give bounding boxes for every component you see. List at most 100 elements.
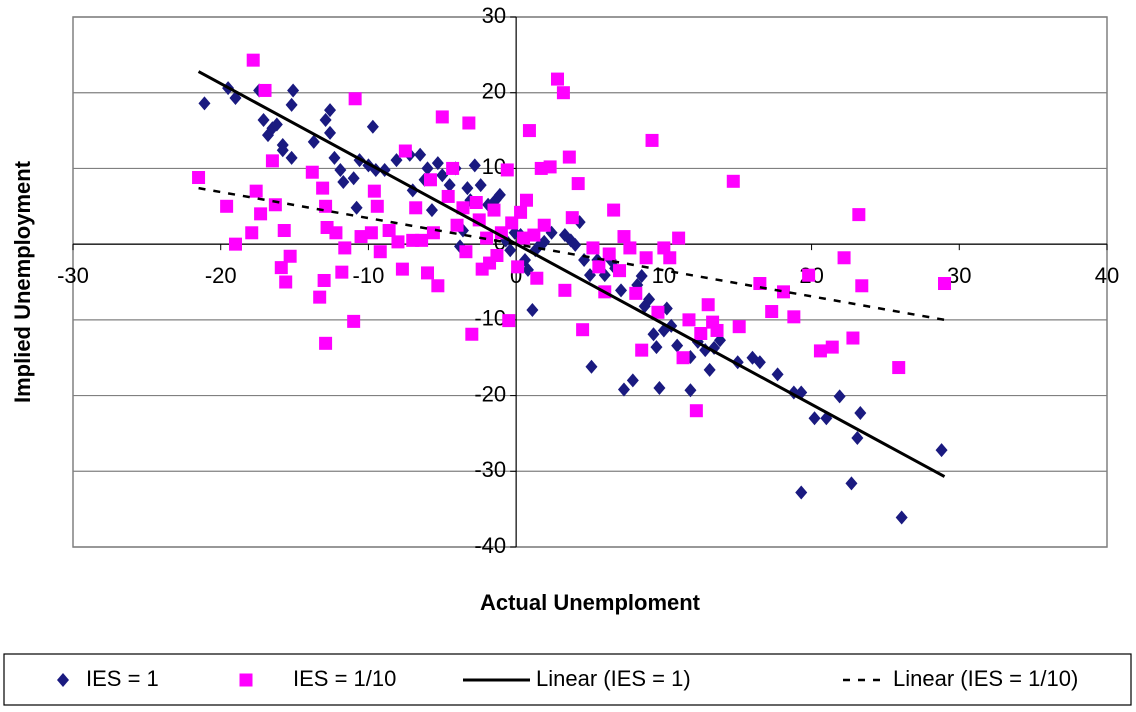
point bbox=[228, 237, 242, 251]
point bbox=[689, 404, 703, 418]
point bbox=[487, 203, 501, 217]
point bbox=[657, 241, 671, 255]
point bbox=[771, 367, 784, 382]
point bbox=[431, 156, 444, 171]
point bbox=[350, 200, 363, 215]
point bbox=[285, 150, 298, 165]
point bbox=[895, 510, 908, 525]
point bbox=[490, 249, 504, 262]
point bbox=[446, 161, 460, 175]
point bbox=[274, 261, 288, 275]
point bbox=[537, 218, 551, 232]
y-tick-label: -20 bbox=[474, 381, 506, 406]
point bbox=[726, 174, 740, 188]
point bbox=[431, 279, 445, 293]
point bbox=[672, 231, 686, 245]
trend-line bbox=[198, 186, 945, 322]
point bbox=[813, 344, 827, 358]
point bbox=[684, 383, 697, 398]
trend-line bbox=[197, 70, 946, 478]
point bbox=[562, 150, 576, 164]
point bbox=[645, 133, 659, 147]
point bbox=[443, 178, 456, 193]
point bbox=[592, 260, 606, 274]
y-tick-label: 30 bbox=[482, 3, 506, 28]
point bbox=[613, 264, 627, 278]
point bbox=[425, 203, 438, 218]
point bbox=[480, 231, 494, 245]
point bbox=[585, 359, 598, 374]
x-axis-title: Actual Unemploment bbox=[480, 590, 701, 615]
point bbox=[500, 163, 514, 177]
point bbox=[623, 241, 637, 255]
point bbox=[825, 340, 839, 354]
point bbox=[519, 193, 533, 207]
legend-swatch bbox=[239, 673, 253, 687]
point bbox=[265, 154, 279, 168]
point bbox=[254, 207, 268, 221]
point bbox=[337, 175, 350, 190]
point bbox=[469, 196, 483, 209]
point bbox=[277, 224, 291, 238]
point bbox=[676, 351, 690, 365]
legend-label: IES = 1 bbox=[86, 666, 159, 691]
point bbox=[527, 228, 541, 242]
point bbox=[787, 310, 801, 324]
point bbox=[198, 96, 211, 111]
point bbox=[845, 476, 858, 491]
point bbox=[347, 171, 360, 186]
point bbox=[617, 230, 631, 244]
point bbox=[279, 275, 293, 289]
point bbox=[571, 177, 585, 191]
y-tick-label: -10 bbox=[474, 306, 506, 331]
point bbox=[543, 160, 557, 174]
point bbox=[316, 181, 330, 195]
point bbox=[852, 208, 866, 222]
point bbox=[538, 234, 551, 249]
point bbox=[578, 253, 591, 268]
point bbox=[617, 382, 630, 397]
point bbox=[249, 184, 263, 198]
point bbox=[456, 201, 470, 215]
point bbox=[795, 485, 808, 500]
point bbox=[615, 283, 628, 298]
point bbox=[569, 237, 582, 252]
point bbox=[663, 251, 677, 265]
point bbox=[517, 231, 531, 245]
point bbox=[504, 243, 517, 258]
point bbox=[682, 313, 696, 327]
point bbox=[319, 336, 333, 350]
point bbox=[551, 72, 565, 86]
point bbox=[307, 134, 320, 149]
point bbox=[639, 251, 653, 265]
point bbox=[854, 405, 867, 420]
point bbox=[558, 283, 572, 297]
point bbox=[703, 362, 716, 377]
point bbox=[808, 411, 821, 426]
point bbox=[192, 171, 206, 185]
point bbox=[436, 168, 449, 183]
point bbox=[335, 265, 349, 279]
point bbox=[276, 143, 289, 158]
point bbox=[671, 338, 684, 353]
x-tick-label: -20 bbox=[205, 263, 237, 288]
point bbox=[855, 279, 869, 293]
point bbox=[462, 116, 476, 130]
point bbox=[694, 326, 708, 340]
point bbox=[522, 124, 536, 138]
point bbox=[423, 173, 437, 187]
point bbox=[576, 323, 590, 337]
point bbox=[441, 189, 455, 203]
legend-label: IES = 1/10 bbox=[293, 666, 396, 691]
point bbox=[468, 158, 481, 173]
point bbox=[245, 226, 259, 240]
point bbox=[459, 245, 473, 259]
point bbox=[833, 389, 846, 404]
point bbox=[851, 430, 864, 445]
point bbox=[421, 161, 434, 176]
point bbox=[268, 198, 282, 212]
point bbox=[802, 268, 816, 282]
point bbox=[753, 355, 766, 370]
point bbox=[354, 230, 368, 244]
point bbox=[465, 327, 479, 341]
